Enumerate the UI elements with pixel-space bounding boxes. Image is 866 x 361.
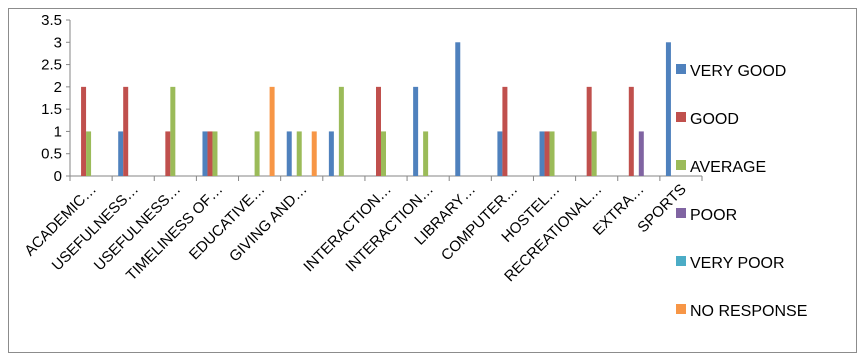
y-tick-label: 1.5 xyxy=(41,101,62,118)
bar-good xyxy=(81,86,87,176)
bar-very-good xyxy=(455,42,461,177)
legend-swatch xyxy=(676,304,686,314)
bar-good xyxy=(165,131,171,176)
bar-good xyxy=(376,86,381,176)
bar-very-good xyxy=(413,86,419,176)
bar-very-good xyxy=(665,42,671,177)
bar-average xyxy=(381,131,386,176)
legend-swatch xyxy=(676,208,686,218)
legend-label: VERY POOR xyxy=(690,255,785,272)
bar-very-good xyxy=(286,131,292,176)
legend-swatch xyxy=(676,64,686,74)
bar-very-good xyxy=(539,131,545,176)
legend-label: POOR xyxy=(690,207,737,224)
bar-no-response xyxy=(311,131,317,176)
legend-swatch xyxy=(676,256,686,266)
y-tick-label: 2.5 xyxy=(41,57,62,74)
bar-average xyxy=(86,131,92,176)
bar-good xyxy=(586,86,592,176)
y-tick-label: 1 xyxy=(54,123,62,140)
legend-label: AVERAGE xyxy=(690,159,766,176)
bar-average xyxy=(254,131,260,176)
bar-very-good xyxy=(328,131,334,176)
y-tick-label: 0.5 xyxy=(41,146,62,163)
legend-swatch xyxy=(676,112,686,122)
bar-average xyxy=(591,131,597,176)
bar-good xyxy=(207,131,213,176)
legend-swatch xyxy=(676,160,686,170)
bar-good xyxy=(628,86,634,176)
y-tick-label: 3.5 xyxy=(41,12,62,29)
bar-average xyxy=(170,86,176,176)
legend: VERY GOOD GOOD AVERAGE POOR VERY POOR NO RESP… xyxy=(676,63,807,320)
y-tick-label: 0 xyxy=(54,168,62,185)
bar-average xyxy=(296,131,302,176)
bars xyxy=(81,42,671,177)
legend-label: GOOD xyxy=(690,111,739,128)
bar-average xyxy=(338,86,344,176)
outer-border xyxy=(8,8,857,353)
bar-very-good xyxy=(497,131,503,176)
bar-good xyxy=(123,86,129,176)
bar-no-response xyxy=(269,86,275,176)
y-axis-ticks: 0 0.5 1 1.5 2 2.5 3 3.5 xyxy=(41,12,62,185)
legend-label: VERY GOOD xyxy=(690,63,786,80)
bar-average xyxy=(212,131,218,176)
bar-very-good xyxy=(202,131,208,176)
bar-good xyxy=(544,131,550,176)
legend-label: NO RESPONSE xyxy=(690,303,807,320)
bar-very-good xyxy=(118,131,124,176)
bar-good xyxy=(502,86,508,176)
y-tick-label: 2 xyxy=(54,79,62,96)
bar-average xyxy=(549,131,555,176)
bar-poor xyxy=(638,131,644,176)
bar-average xyxy=(423,131,429,176)
y-tick-label: 3 xyxy=(54,34,62,51)
